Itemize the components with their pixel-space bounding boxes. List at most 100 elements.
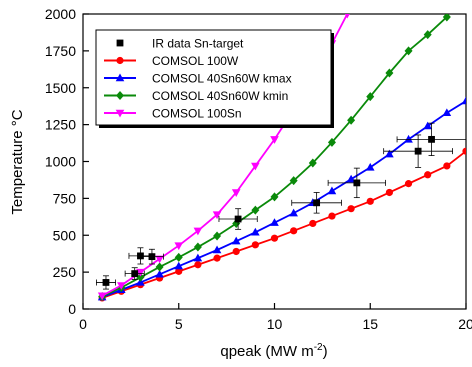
series-1-point-14	[366, 197, 374, 205]
series-1-point-10	[290, 227, 298, 235]
x-axis-title-text: qpeak (MW m	[220, 343, 313, 360]
series-2-point-17	[423, 121, 432, 130]
y-tick-label-2: 500	[53, 227, 77, 243]
x-tick-label-4: 20	[458, 316, 472, 332]
series-4-point-0	[97, 292, 107, 301]
legend-entry-1-label: COMSOL 100W	[152, 54, 239, 68]
series-4-point-7	[231, 189, 241, 197]
series-4-point-2	[136, 268, 145, 277]
series-1	[98, 147, 466, 302]
series-3-point-3	[155, 262, 164, 272]
x-axis-title-close: )	[323, 343, 328, 360]
series-3-point-17	[423, 30, 432, 40]
series-3-point-2	[136, 272, 145, 282]
y-tick-label-7: 1750	[45, 43, 76, 59]
series-3-point-15	[385, 68, 394, 78]
legend-entry-2: COMSOL 40Sn60W kmax	[104, 72, 292, 86]
series-layer	[96, 14, 466, 302]
series-2-point-6	[212, 245, 222, 254]
series-2-point-8	[251, 227, 260, 236]
legend-entry-2-marker	[115, 73, 125, 82]
series-0	[96, 122, 466, 290]
y-tick-label-1: 250	[53, 264, 77, 280]
legend-entry-0-marker	[116, 39, 124, 47]
series-1-point-19	[462, 147, 466, 155]
series-4-point-8	[251, 162, 260, 171]
ir-point-6-marker	[353, 179, 361, 187]
series-1-point-13	[347, 205, 355, 213]
ir-point-5	[291, 192, 342, 214]
ir-point-8	[396, 122, 466, 157]
y-tick-label-8: 2000	[45, 6, 76, 22]
series-3-point-14	[366, 92, 375, 102]
series-2-point-12	[327, 186, 337, 195]
y-tick-label-0: 0	[68, 301, 76, 317]
ir-point-6	[327, 167, 386, 199]
legend-entry-0-label: IR data Sn-target	[152, 37, 244, 51]
x-tick-label-1: 5	[175, 316, 183, 332]
series-3-point-10	[289, 176, 298, 186]
legend-entry-1: COMSOL 100W	[104, 54, 239, 68]
series-2-point-5	[193, 253, 203, 262]
series-2-point-10	[289, 208, 298, 217]
series-2-point-7	[231, 236, 241, 245]
series-1-point-8	[251, 241, 259, 249]
series-3-point-18	[442, 14, 451, 22]
legend-entry-3: COMSOL 40Sn60W kmin	[104, 89, 288, 103]
series-4-point-13	[344, 14, 350, 19]
ir-point-5-marker	[313, 199, 321, 207]
series-2-point-16	[404, 134, 413, 143]
series-1-point-11	[309, 219, 317, 228]
series-2-point-18	[442, 108, 452, 117]
series-4-point-9	[270, 136, 279, 144]
ir-point-7	[383, 134, 453, 168]
series-2-point-15	[385, 149, 394, 158]
series-4-point-5	[193, 227, 203, 236]
series-3-point-11	[308, 158, 317, 168]
series-1-point-18	[443, 162, 451, 170]
series-2-point-13	[346, 174, 356, 183]
legend: IR data Sn-target COMSOL 100W COMSOL 40Sn6…	[95, 29, 334, 128]
ir-point-1	[124, 267, 145, 280]
ir-point-3	[140, 248, 164, 265]
ir-point-8-marker	[428, 135, 435, 143]
ir-point-0-marker	[102, 279, 110, 286]
series-2-point-3	[155, 269, 164, 278]
series-3-point-8	[251, 205, 260, 215]
series-3-point-12	[327, 137, 336, 147]
legend-entry-3-label: COMSOL 40Sn60W kmin	[152, 89, 288, 103]
series-1-point-7	[232, 247, 240, 256]
series-3-point-6	[213, 231, 222, 241]
series-2-point-2	[136, 277, 145, 286]
x-tick-label-3: 15	[362, 316, 378, 332]
legend-entry-3-marker	[116, 91, 124, 100]
x-tick-label-0: 0	[79, 316, 87, 332]
series-2-point-14	[365, 162, 375, 171]
legend-entry-1-marker	[116, 56, 124, 65]
x-axis-title: qpeak (MW m-2)	[220, 342, 327, 360]
series-1-point-5	[194, 261, 202, 269]
legend-entry-4: COMSOL 100Sn	[104, 107, 242, 121]
series-3-point-4	[174, 252, 183, 262]
tick-layer: 0 5 10 15 20 0 250 500 750 1000 1250 1500 1750 2000	[45, 6, 472, 332]
legend-entry-2-label: COMSOL 40Sn60W kmax	[152, 72, 292, 86]
y-tick-label-3: 750	[53, 190, 77, 206]
ir-point-3-marker	[148, 253, 156, 261]
series-1-point-15	[385, 188, 393, 197]
series-3-point-13	[347, 115, 356, 125]
series-4-point-1	[117, 282, 126, 290]
series-1-point-16	[404, 180, 413, 188]
y-axis-title: Temperature °C	[9, 109, 26, 214]
series-4-point-4	[174, 242, 184, 251]
series-1-point-12	[328, 212, 336, 220]
ir-point-4	[218, 208, 258, 230]
y-tick-label-5: 1250	[45, 117, 76, 133]
legend-entry-4-label: COMSOL 100Sn	[152, 107, 242, 121]
series-1-point-4	[175, 267, 183, 275]
legend-entry-4-marker	[115, 109, 125, 118]
series-1-point-9	[270, 234, 279, 242]
series-2-point-9	[270, 218, 279, 226]
x-axis-title-superscript: -2	[314, 342, 323, 353]
series-4-point-3	[155, 255, 164, 264]
